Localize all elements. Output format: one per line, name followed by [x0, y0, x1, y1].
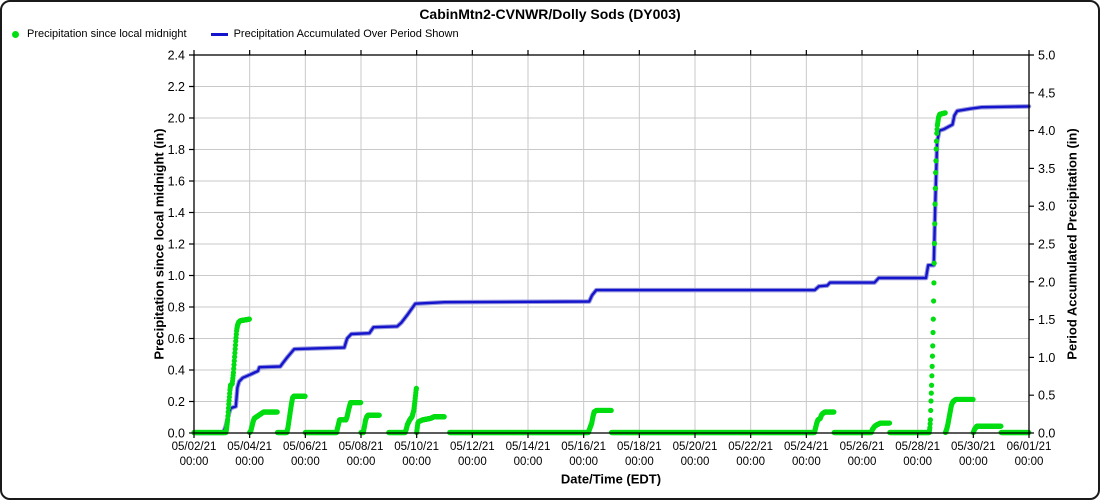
svg-text:2.0: 2.0 [168, 112, 185, 126]
svg-text:1.2: 1.2 [168, 238, 185, 252]
svg-text:00:00: 00:00 [514, 456, 543, 468]
svg-text:1.6: 1.6 [168, 175, 185, 189]
svg-text:00:00: 00:00 [959, 456, 988, 468]
legend: Precipitation since local midnight Preci… [10, 28, 459, 40]
svg-text:00:00: 00:00 [402, 456, 431, 468]
svg-text:05/14/21: 05/14/21 [506, 441, 551, 453]
svg-text:05/04/21: 05/04/21 [227, 441, 272, 453]
svg-text:0.0: 0.0 [168, 427, 185, 441]
chart-title: CabinMtn2-CVNWR/Dolly Sods (DY003) [419, 6, 681, 22]
green-dot-marker-icon [12, 30, 19, 38]
svg-text:0.0: 0.0 [1038, 427, 1055, 441]
svg-text:0.8: 0.8 [168, 301, 185, 315]
legend-item-precip-since-midnight: Precipitation since local midnight [10, 28, 187, 40]
svg-text:06/01/21: 06/01/21 [1007, 441, 1052, 453]
svg-text:0.6: 0.6 [168, 332, 185, 346]
svg-text:00:00: 00:00 [1015, 456, 1044, 468]
svg-text:00:00: 00:00 [792, 456, 821, 468]
svg-text:4.0: 4.0 [1038, 124, 1055, 138]
svg-text:05/02/21: 05/02/21 [172, 441, 217, 453]
svg-text:00:00: 00:00 [235, 456, 264, 468]
svg-text:05/18/21: 05/18/21 [617, 441, 662, 453]
svg-text:1.0: 1.0 [1038, 351, 1055, 365]
svg-text:1.5: 1.5 [1038, 313, 1055, 327]
svg-text:3.0: 3.0 [1038, 200, 1055, 214]
svg-text:05/16/21: 05/16/21 [561, 441, 606, 453]
x-axis-tick-labels: 05/02/21 00:00 05/04/21 00:00 05/06/21 00:00 0… [172, 441, 1052, 468]
legend-item-accumulated: Precipitation Accumulated Over Period Sh… [210, 28, 459, 40]
svg-text:05/20/21: 05/20/21 [673, 441, 718, 453]
svg-text:0.2: 0.2 [168, 395, 185, 409]
svg-text:00:00: 00:00 [569, 456, 598, 468]
legend-label: Precipitation since local midnight [27, 28, 187, 40]
svg-text:3.5: 3.5 [1038, 162, 1055, 176]
svg-text:1.0: 1.0 [168, 269, 185, 283]
svg-text:05/10/21: 05/10/21 [394, 441, 439, 453]
svg-text:05/28/21: 05/28/21 [895, 441, 940, 453]
accumulated-line-series [191, 104, 1032, 436]
svg-text:0.4: 0.4 [168, 364, 185, 378]
svg-text:05/22/21: 05/22/21 [728, 441, 773, 453]
svg-text:00:00: 00:00 [625, 456, 654, 468]
blue-line-marker-icon [210, 32, 228, 36]
svg-text:00:00: 00:00 [848, 456, 877, 468]
svg-text:05/08/21: 05/08/21 [339, 441, 384, 453]
gridlines [194, 55, 1029, 433]
left-axis-tick-labels: 0.0 0.2 0.4 0.6 0.8 1.0 1.2 1.4 1.6 1.8 2.0 2.2 2.4 [168, 49, 185, 441]
svg-text:05/06/21: 05/06/21 [283, 441, 328, 453]
svg-text:2.0: 2.0 [1038, 275, 1055, 289]
svg-text:2.2: 2.2 [168, 80, 185, 94]
svg-text:00:00: 00:00 [291, 456, 320, 468]
svg-text:0.5: 0.5 [1038, 389, 1055, 403]
axes [189, 50, 1034, 438]
svg-text:2.4: 2.4 [168, 49, 185, 63]
svg-text:4.5: 4.5 [1038, 86, 1055, 100]
svg-text:00:00: 00:00 [458, 456, 487, 468]
svg-text:05/24/21: 05/24/21 [784, 441, 829, 453]
legend-label: Precipitation Accumulated Over Period Sh… [233, 28, 459, 40]
svg-text:2.5: 2.5 [1038, 238, 1055, 252]
svg-text:5.0: 5.0 [1038, 49, 1055, 63]
svg-text:05/30/21: 05/30/21 [951, 441, 996, 453]
right-axis-tick-labels: 0.0 0.5 1.0 1.5 2.0 2.5 3.0 3.5 4.0 4.5 5.0 [1038, 49, 1055, 441]
svg-text:05/12/21: 05/12/21 [450, 441, 495, 453]
svg-text:1.4: 1.4 [168, 206, 185, 220]
svg-text:00:00: 00:00 [681, 456, 710, 468]
svg-text:00:00: 00:00 [180, 456, 209, 468]
svg-text:05/26/21: 05/26/21 [840, 441, 885, 453]
svg-text:00:00: 00:00 [347, 456, 376, 468]
svg-text:1.8: 1.8 [168, 143, 185, 157]
svg-text:00:00: 00:00 [903, 456, 932, 468]
x-axis-title: Date/Time (EDT) [560, 471, 662, 487]
svg-text:00:00: 00:00 [736, 456, 765, 468]
daily-precip-scatter-series [191, 110, 1032, 436]
